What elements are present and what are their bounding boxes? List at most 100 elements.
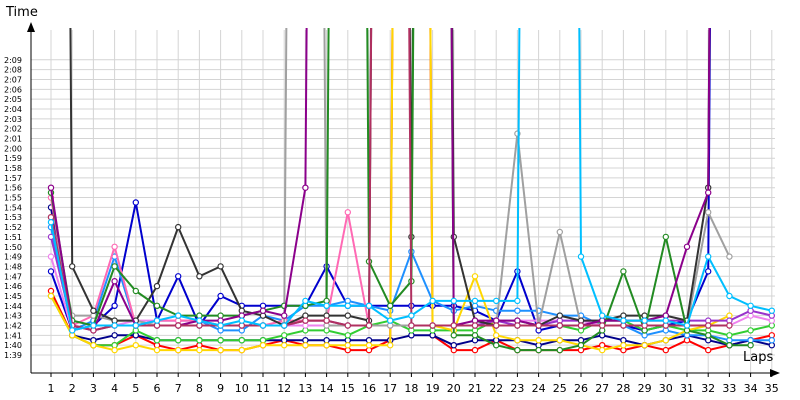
data-point (514, 307, 521, 314)
data-point (174, 273, 182, 280)
y-tick-label: 1:42 (4, 321, 22, 330)
data-point (111, 278, 118, 285)
y-tick-labels: 1:391:401:411:421:431:441:451:461:471:48… (4, 56, 22, 360)
data-point (705, 322, 712, 329)
y-tick-label: 2:09 (4, 56, 22, 65)
data-point (47, 253, 55, 260)
x-tick-label: 35 (765, 382, 779, 395)
data-point (47, 292, 55, 300)
data-point (662, 233, 670, 241)
y-tick-label: 2:03 (4, 115, 22, 124)
data-point (450, 297, 457, 305)
data-point (174, 322, 182, 329)
data-point (365, 322, 373, 329)
data-point (493, 332, 500, 339)
x-tick-label: 25 (553, 382, 567, 395)
x-tick-label: 22 (489, 382, 503, 395)
x-tick-label: 18 (404, 382, 418, 395)
data-point (535, 337, 542, 344)
data-point (302, 297, 309, 305)
data-point (535, 322, 542, 329)
data-point (111, 332, 118, 339)
data-point (747, 342, 754, 349)
y-tick-label: 1:48 (4, 262, 22, 271)
data-point (132, 342, 139, 349)
data-point (217, 346, 224, 354)
data-point (768, 337, 776, 344)
data-point (344, 342, 351, 349)
data-point (90, 322, 97, 329)
data-point (556, 346, 564, 354)
x-tick-label: 9 (217, 382, 224, 395)
y-tick-label: 1:49 (4, 253, 22, 262)
data-point (132, 287, 139, 295)
y-tick-label: 2:06 (4, 85, 22, 94)
y-tick-label: 1:40 (4, 341, 22, 350)
series (47, 28, 776, 354)
series-line (69, 28, 711, 327)
data-point (302, 342, 309, 349)
x-tick-label: 8 (196, 382, 203, 395)
x-tick-labels: 1 2 3 4 5 6 7 8 9 10 11 12 13 14 15 16 17 18 19 20 21 22 23 24 2… (48, 382, 779, 395)
y-tick-label: 1:53 (4, 213, 22, 222)
data-point (493, 322, 500, 329)
data-point (365, 342, 373, 349)
data-point (153, 282, 161, 290)
data-point (47, 184, 55, 191)
data-point (281, 322, 288, 329)
data-point (387, 342, 394, 349)
data-point (641, 317, 648, 324)
y-tick-label: 1:50 (4, 243, 22, 252)
x-tick-label: 10 (235, 382, 249, 395)
data-point (238, 346, 245, 354)
data-point (323, 302, 330, 309)
data-point (768, 307, 776, 314)
data-point (620, 268, 627, 275)
series-14 (47, 28, 776, 334)
x-tick-label: 27 (595, 382, 609, 395)
x-axis-arrow-icon (770, 369, 780, 377)
data-point (705, 332, 712, 339)
x-tick-label: 24 (532, 382, 546, 395)
data-point (90, 342, 97, 349)
x-tick-label: 26 (574, 382, 588, 395)
data-point (281, 342, 288, 349)
data-point (174, 337, 182, 344)
data-point (577, 253, 585, 260)
data-point (408, 312, 415, 319)
y-tick-label: 1:51 (4, 233, 22, 242)
data-point (577, 342, 585, 349)
y-tick-label: 1:46 (4, 282, 22, 291)
series-line (50, 28, 730, 332)
data-point (429, 322, 436, 329)
x-tick-label: 5 (132, 382, 139, 395)
data-point (302, 317, 309, 324)
y-tick-label: 2:00 (4, 144, 22, 153)
data-point (493, 297, 500, 305)
y-tick-label: 1:39 (4, 351, 22, 360)
series-line (50, 28, 773, 352)
x-tick-label: 13 (298, 382, 312, 395)
data-point (450, 332, 457, 339)
x-tick-label: 16 (362, 382, 376, 395)
data-point (111, 322, 118, 329)
x-tick-label: 19 (426, 382, 440, 395)
data-point (641, 342, 648, 349)
data-point (471, 346, 479, 354)
data-point (493, 342, 500, 349)
x-tick-label: 2 (69, 382, 76, 395)
data-point (344, 302, 351, 309)
data-point (705, 253, 712, 260)
data-point (514, 297, 521, 305)
data-point (514, 346, 521, 354)
data-point (471, 273, 479, 280)
y-tick-label: 2:08 (4, 66, 22, 75)
data-point (556, 322, 564, 329)
data-point (514, 337, 521, 344)
y-tick-label: 1:43 (4, 312, 22, 321)
data-point (620, 342, 627, 349)
y-axis-title: Time (5, 5, 38, 20)
data-point (344, 209, 351, 216)
data-point (387, 317, 394, 324)
